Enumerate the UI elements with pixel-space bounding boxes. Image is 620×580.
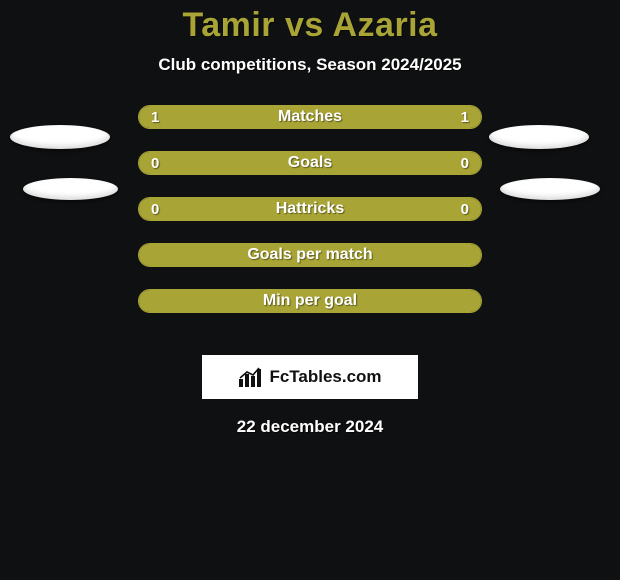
stat-bar: Matches1 1 (138, 105, 482, 129)
stat-value-right: 0 (449, 152, 481, 174)
logo-text: FcTables.com (269, 367, 381, 387)
stat-value-right: 1 (449, 106, 481, 128)
stat-row: Goals per match (0, 243, 620, 289)
side-ellipse (23, 178, 118, 200)
subtitle: Club competitions, Season 2024/2025 (0, 55, 620, 75)
page: Tamir vs Azaria Club competitions, Seaso… (0, 0, 620, 580)
stat-value-right (457, 290, 481, 312)
bars-icon (238, 366, 264, 388)
page-title: Tamir vs Azaria (0, 0, 620, 45)
stat-bar: Goals per match (138, 243, 482, 267)
side-ellipse (500, 178, 600, 200)
stat-label: Goals (139, 152, 481, 174)
side-ellipse (10, 125, 110, 149)
stat-label: Goals per match (139, 244, 481, 266)
logo-box: FcTables.com (202, 355, 418, 399)
stat-bar: Goals0 0 (138, 151, 482, 175)
side-ellipse (489, 125, 589, 149)
stat-label: Matches (139, 106, 481, 128)
stat-value-right (457, 244, 481, 266)
stat-value-left: 0 (139, 198, 171, 220)
stat-bar: Min per goal (138, 289, 482, 313)
stat-row: Min per goal (0, 289, 620, 335)
stat-value-left: 0 (139, 152, 171, 174)
stat-value-right: 0 (449, 198, 481, 220)
stat-value-left: 1 (139, 106, 171, 128)
stat-bar: Hattricks0 0 (138, 197, 482, 221)
stat-label: Hattricks (139, 198, 481, 220)
stat-value-left (139, 244, 163, 266)
stat-label: Min per goal (139, 290, 481, 312)
stat-row: Hattricks0 0 (0, 197, 620, 243)
stat-value-left (139, 290, 163, 312)
date-text: 22 december 2024 (0, 417, 620, 437)
